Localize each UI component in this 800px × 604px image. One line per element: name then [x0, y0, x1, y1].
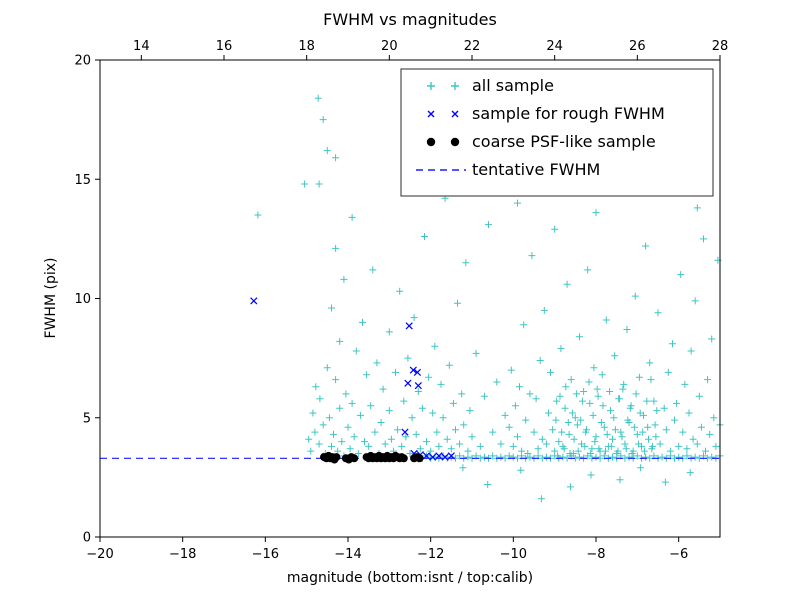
tick-label: −12 [417, 547, 444, 562]
legend-entry-all-sample: all sample [427, 76, 554, 95]
tick-label: 0 [83, 531, 91, 546]
tick-label: 26 [629, 39, 646, 54]
legend-label: sample for rough FWHM [472, 104, 665, 123]
legend-label: all sample [472, 76, 554, 95]
tick-label: 24 [546, 39, 563, 54]
y-axis-ticks: 0 5 10 15 20 [74, 54, 100, 546]
top-axis-ticks: 14 16 18 20 22 24 26 28 [133, 39, 728, 60]
y-axis-label: FWHM (pix) [43, 258, 59, 339]
tick-label: −16 [252, 547, 279, 562]
tick-label: −20 [86, 547, 113, 562]
psf-sample-points [320, 451, 424, 464]
tick-label: 5 [83, 411, 91, 426]
tick-label: 20 [381, 39, 398, 54]
legend-label: coarse PSF-like sample [472, 132, 656, 151]
legend: all sample sample for rough FWHM coarse … [400, 68, 714, 197]
legend-entry-psf-sample: coarse PSF-like sample [426, 132, 656, 151]
tick-label: 15 [74, 173, 91, 188]
tick-label: 10 [74, 292, 91, 307]
legend-entry-tentative-fwhm: tentative FWHM [416, 160, 600, 179]
legend-box [400, 68, 714, 197]
tick-label: 22 [464, 39, 481, 54]
tick-label: −18 [169, 547, 196, 562]
data-point-dot [415, 454, 424, 463]
dot-marker-icon [450, 137, 460, 147]
data-point-dot [350, 454, 359, 463]
tick-label: −14 [334, 547, 361, 562]
tick-label: 18 [298, 39, 315, 54]
x-axis-label: magnitude (bottom:isnt / top:calib) [287, 570, 533, 586]
legend-entry-rough-fwhm: sample for rough FWHM [427, 104, 665, 123]
plus-marker-icon [427, 82, 459, 90]
data-point-dot [332, 453, 341, 462]
tick-label: −6 [669, 547, 688, 562]
plot-border [99, 59, 721, 538]
x-marker-icon [427, 110, 459, 118]
tick-label: −10 [500, 547, 527, 562]
legend-label: tentative FWHM [472, 160, 600, 179]
all-sample-points [254, 94, 724, 503]
tick-label: 16 [216, 39, 233, 54]
tick-label: 14 [133, 39, 150, 54]
tick-label: 28 [712, 39, 729, 54]
tick-label: 20 [74, 54, 91, 69]
dot-marker-icon [426, 137, 436, 147]
chart-title: FWHM vs magnitudes [323, 10, 497, 29]
x-axis-ticks: −20 −18 −16 −14 −12 −10 −8 −6 [86, 537, 688, 562]
tick-label: −8 [586, 547, 605, 562]
data-point-dot [399, 454, 408, 463]
data-points-plus [254, 94, 724, 503]
